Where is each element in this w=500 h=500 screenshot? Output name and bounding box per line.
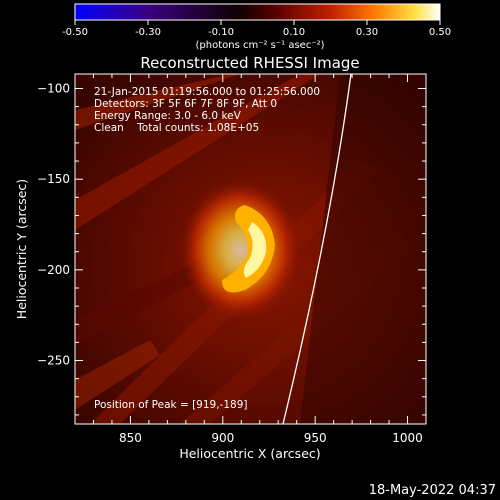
colorbar-tick-label: -0.10 <box>208 27 234 38</box>
flare-source <box>222 205 275 293</box>
plot-frame <box>74 73 427 425</box>
colorbar-gradient <box>74 3 441 21</box>
x-tick-label: 900 <box>211 431 234 445</box>
colorbar-tick-label: -0.50 <box>62 27 88 38</box>
plot-title: Reconstructed RHESSI Image <box>140 54 359 72</box>
info-energy-range: Energy Range: 3.0 - 6.0 keV <box>94 110 242 122</box>
y-tick-label: −250 <box>37 354 70 368</box>
flare-core <box>243 222 267 278</box>
colorbar-tick-label: 0.50 <box>429 27 451 38</box>
x-axis-label: Heliocentric X (arcsec) <box>179 446 320 461</box>
colorbar-units: (photons cm⁻² s⁻¹ asec⁻²) <box>195 40 324 51</box>
colorbar-tick-label: -0.30 <box>135 27 161 38</box>
y-tick-label: −100 <box>37 82 70 96</box>
info-detectors: Detectors: 3F 5F 6F 7F 8F 9F, Att 0 <box>94 98 277 110</box>
peak-position: Position of Peak = [919,-189] <box>94 399 248 411</box>
x-tick-label: 850 <box>119 431 142 445</box>
colorbar-tick-label: 0.30 <box>356 27 378 38</box>
axis-ticks: 850 900 950 1000 −100 −150 −200 −250 <box>37 74 426 445</box>
heatmap-image <box>75 74 426 424</box>
y-tick-label: −200 <box>37 263 70 277</box>
x-tick-label: 1000 <box>392 431 423 445</box>
info-time-range: 21-Jan-2015 01:19:56.000 to 01:25:56.000 <box>94 86 320 98</box>
colorbar-tick-label: 0.10 <box>283 27 305 38</box>
colorbar: -0.50 -0.30 -0.10 0.10 0.30 0.50 (photons cm⁻… <box>62 3 451 51</box>
y-axis-label: Heliocentric Y (arcsec) <box>14 179 29 319</box>
info-clean-counts: Clean Total counts: 1.08E+05 <box>94 122 259 134</box>
footer-timestamp: 18-May-2022 04:37 <box>369 483 496 498</box>
flare-halo <box>180 180 300 320</box>
solar-limb <box>282 74 352 424</box>
info-block: 21-Jan-2015 01:19:56.000 to 01:25:56.000… <box>94 86 320 134</box>
x-tick-label: 950 <box>304 431 327 445</box>
y-tick-label: −150 <box>37 172 70 186</box>
colorbar-ticks: -0.50 -0.30 -0.10 0.10 0.30 0.50 <box>62 20 451 38</box>
